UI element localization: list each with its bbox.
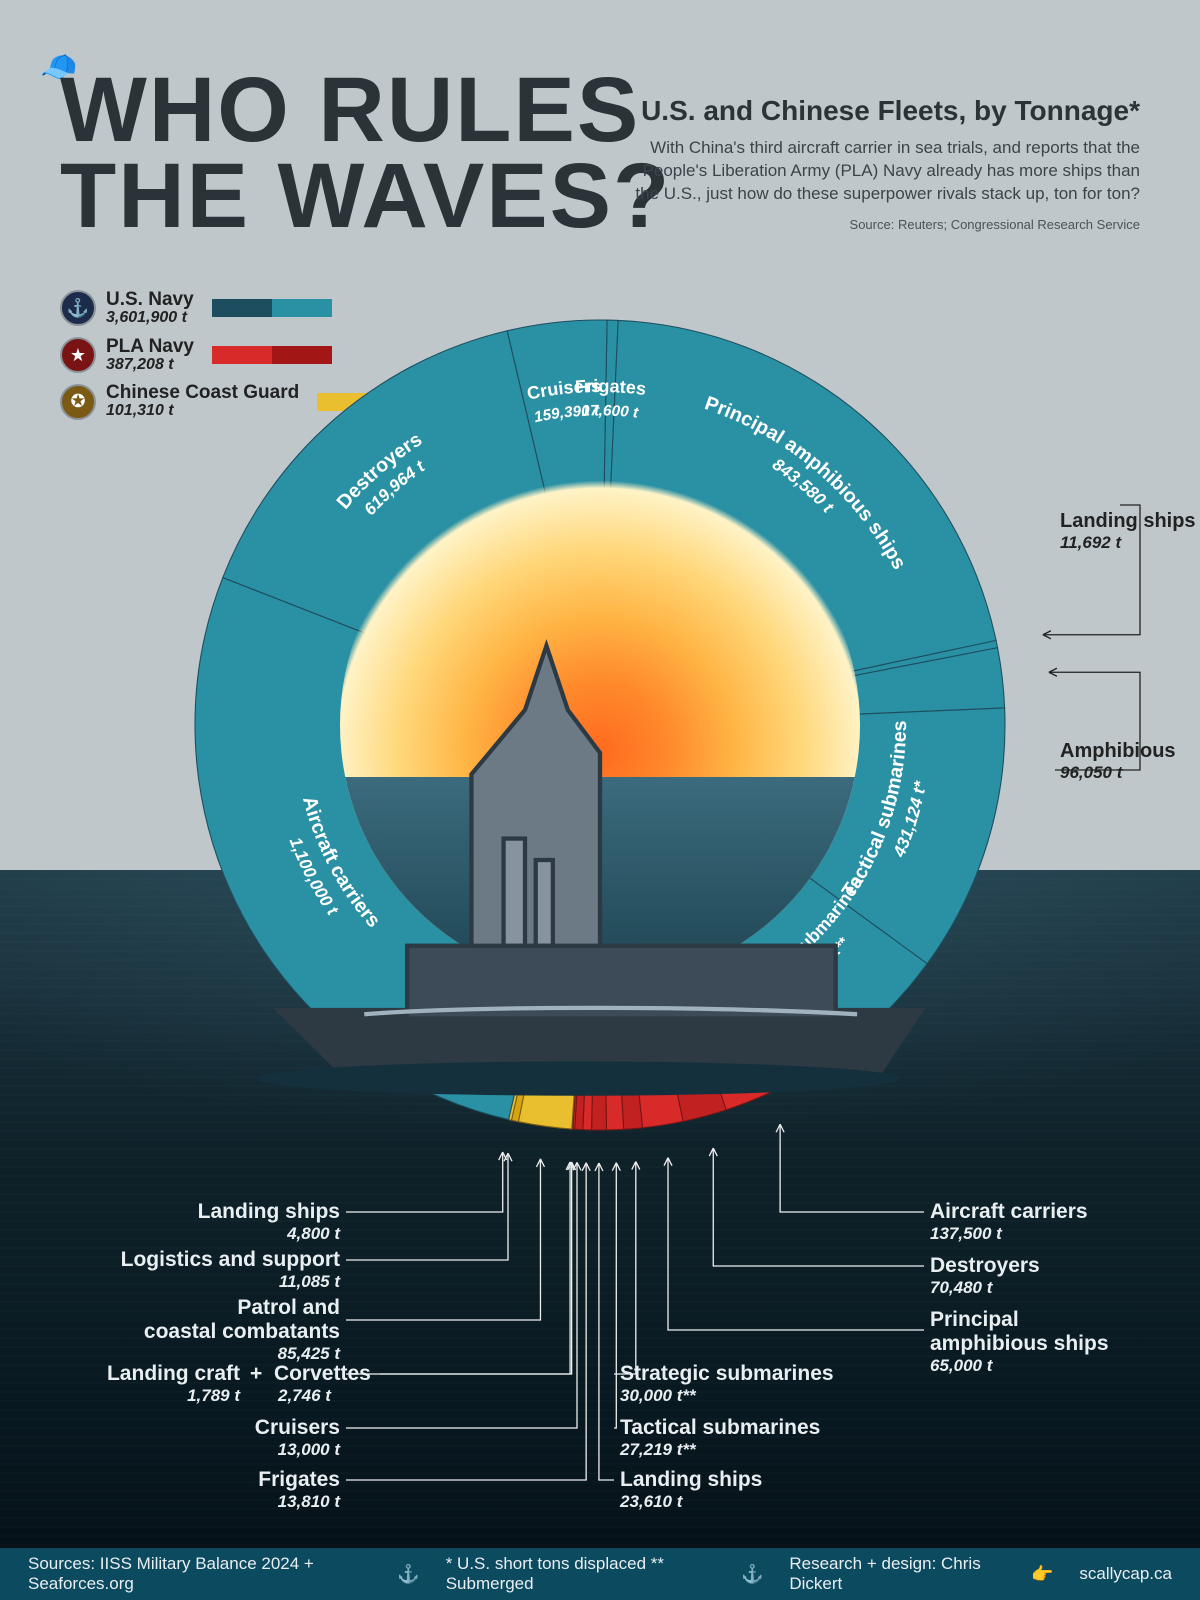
legend-badge-icon: ★ — [60, 337, 96, 373]
bm-landing-value: 23,610 t — [620, 1492, 762, 1512]
anchor-icon: ⚓ — [397, 1564, 419, 1585]
bl-landing-craft-value: 1,789 t — [107, 1386, 240, 1406]
bl-patrol-label: Patrol andcoastal combatants — [144, 1296, 340, 1344]
ext-landing-ships: Landing ships 11,692 t — [1060, 510, 1196, 553]
subtitle-body: With China's third aircraft carrier in s… — [620, 137, 1140, 206]
bl-landing-craft-label: Landing craft — [107, 1362, 240, 1386]
bm-strategic: Strategic submarines30,000 t** — [620, 1362, 834, 1406]
ext-landing-ships-label: Landing ships — [1060, 510, 1196, 533]
br-destroyers-label: Destroyers — [930, 1254, 1040, 1278]
donut-chart: Destroyers619,964 tCruisers159,390 tFrig… — [150, 275, 1050, 1175]
br-carriers-label: Aircraft carriers — [930, 1200, 1088, 1224]
bl-logistics-label: Logistics and support — [121, 1248, 340, 1272]
br-destroyers-value: 70,480 t — [930, 1278, 1040, 1298]
ext-amphibious: Amphibious 96,050 t — [1060, 740, 1176, 783]
br-pas-value: 65,000 t — [930, 1356, 1109, 1376]
plus: + Corvettes — [250, 1362, 371, 1386]
bm-strategic-value: 30,000 t** — [620, 1386, 834, 1406]
title-line1: WHO RULES — [60, 68, 671, 154]
bl-patrol-value: 85,425 t — [144, 1344, 340, 1364]
legend-badge-icon: ⚓ — [60, 290, 96, 326]
subtitle-source: Source: Reuters; Congressional Research … — [620, 216, 1140, 234]
hand-icon: 👉 — [1031, 1564, 1053, 1585]
bm-tactical-label: Tactical submarines — [620, 1416, 820, 1440]
bl-logistics-value: 11,085 t — [121, 1272, 340, 1292]
br-destroyers: Destroyers70,480 t — [930, 1254, 1040, 1298]
subtitle-heading: U.S. and Chinese Fleets, by Tonnage* — [620, 95, 1140, 127]
footer-sources: Sources: IISS Military Balance 2024 + Se… — [28, 1554, 371, 1594]
main-title: WHO RULES THE WAVES? — [60, 68, 671, 239]
bm-tactical-value: 27,219 t** — [620, 1440, 820, 1460]
footer-site: scallycap.ca — [1079, 1564, 1172, 1584]
bl-landing-ships: Landing ships4,800 t — [198, 1200, 340, 1244]
bl-cruisers: Cruisers13,000 t — [255, 1416, 340, 1460]
br-carriers-value: 137,500 t — [930, 1224, 1088, 1244]
bl-patrol: Patrol andcoastal combatants85,425 t — [144, 1296, 340, 1364]
ship-icon — [150, 410, 1050, 1310]
ext-amphibious-value: 96,050 t — [1060, 763, 1176, 783]
legend-badge-icon: ✪ — [60, 384, 96, 420]
footer: Sources: IISS Military Balance 2024 + Se… — [0, 1548, 1200, 1600]
br-carriers: Aircraft carriers137,500 t — [930, 1200, 1088, 1244]
bm-landing: Landing ships23,610 t — [620, 1468, 762, 1512]
bl-frigates-label: Frigates — [258, 1468, 340, 1492]
bl-cruisers-value: 13,000 t — [255, 1440, 340, 1460]
br-pas-label: Principalamphibious ships — [930, 1308, 1109, 1356]
bl-frigates: Frigates13,810 t — [258, 1468, 340, 1512]
footer-credit: Research + design: Chris Dickert — [789, 1554, 1005, 1594]
bl-logistics: Logistics and support11,085 t — [121, 1248, 340, 1292]
subtitle-block: U.S. and Chinese Fleets, by Tonnage* Wit… — [620, 95, 1140, 233]
bl-corvettes-value: 2,746 t — [278, 1386, 371, 1406]
ext-landing-ships-value: 11,692 t — [1060, 533, 1196, 553]
footer-note: * U.S. short tons displaced ** Submerged — [446, 1554, 715, 1594]
br-pas: Principalamphibious ships65,000 t — [930, 1308, 1109, 1376]
bl-landing-craft: Landing craft1,789 t — [107, 1362, 240, 1406]
bl-cruisers-label: Cruisers — [255, 1416, 340, 1440]
bl-corvettes: + Corvettes2,746 t — [250, 1362, 371, 1406]
title-line2: THE WAVES? — [60, 154, 671, 240]
bl-corvettes-label: Corvettes — [274, 1362, 371, 1385]
bm-strategic-label: Strategic submarines — [620, 1362, 834, 1386]
anchor-icon: ⚓ — [741, 1564, 763, 1585]
bl-landing-ships-value: 4,800 t — [198, 1224, 340, 1244]
bm-tactical: Tactical submarines27,219 t** — [620, 1416, 820, 1460]
ext-amphibious-label: Amphibious — [1060, 740, 1176, 763]
bl-frigates-value: 13,810 t — [258, 1492, 340, 1512]
bm-landing-label: Landing ships — [620, 1468, 762, 1492]
svg-text:Frigates: Frigates — [574, 376, 647, 399]
bl-landing-ships-label: Landing ships — [198, 1200, 340, 1224]
